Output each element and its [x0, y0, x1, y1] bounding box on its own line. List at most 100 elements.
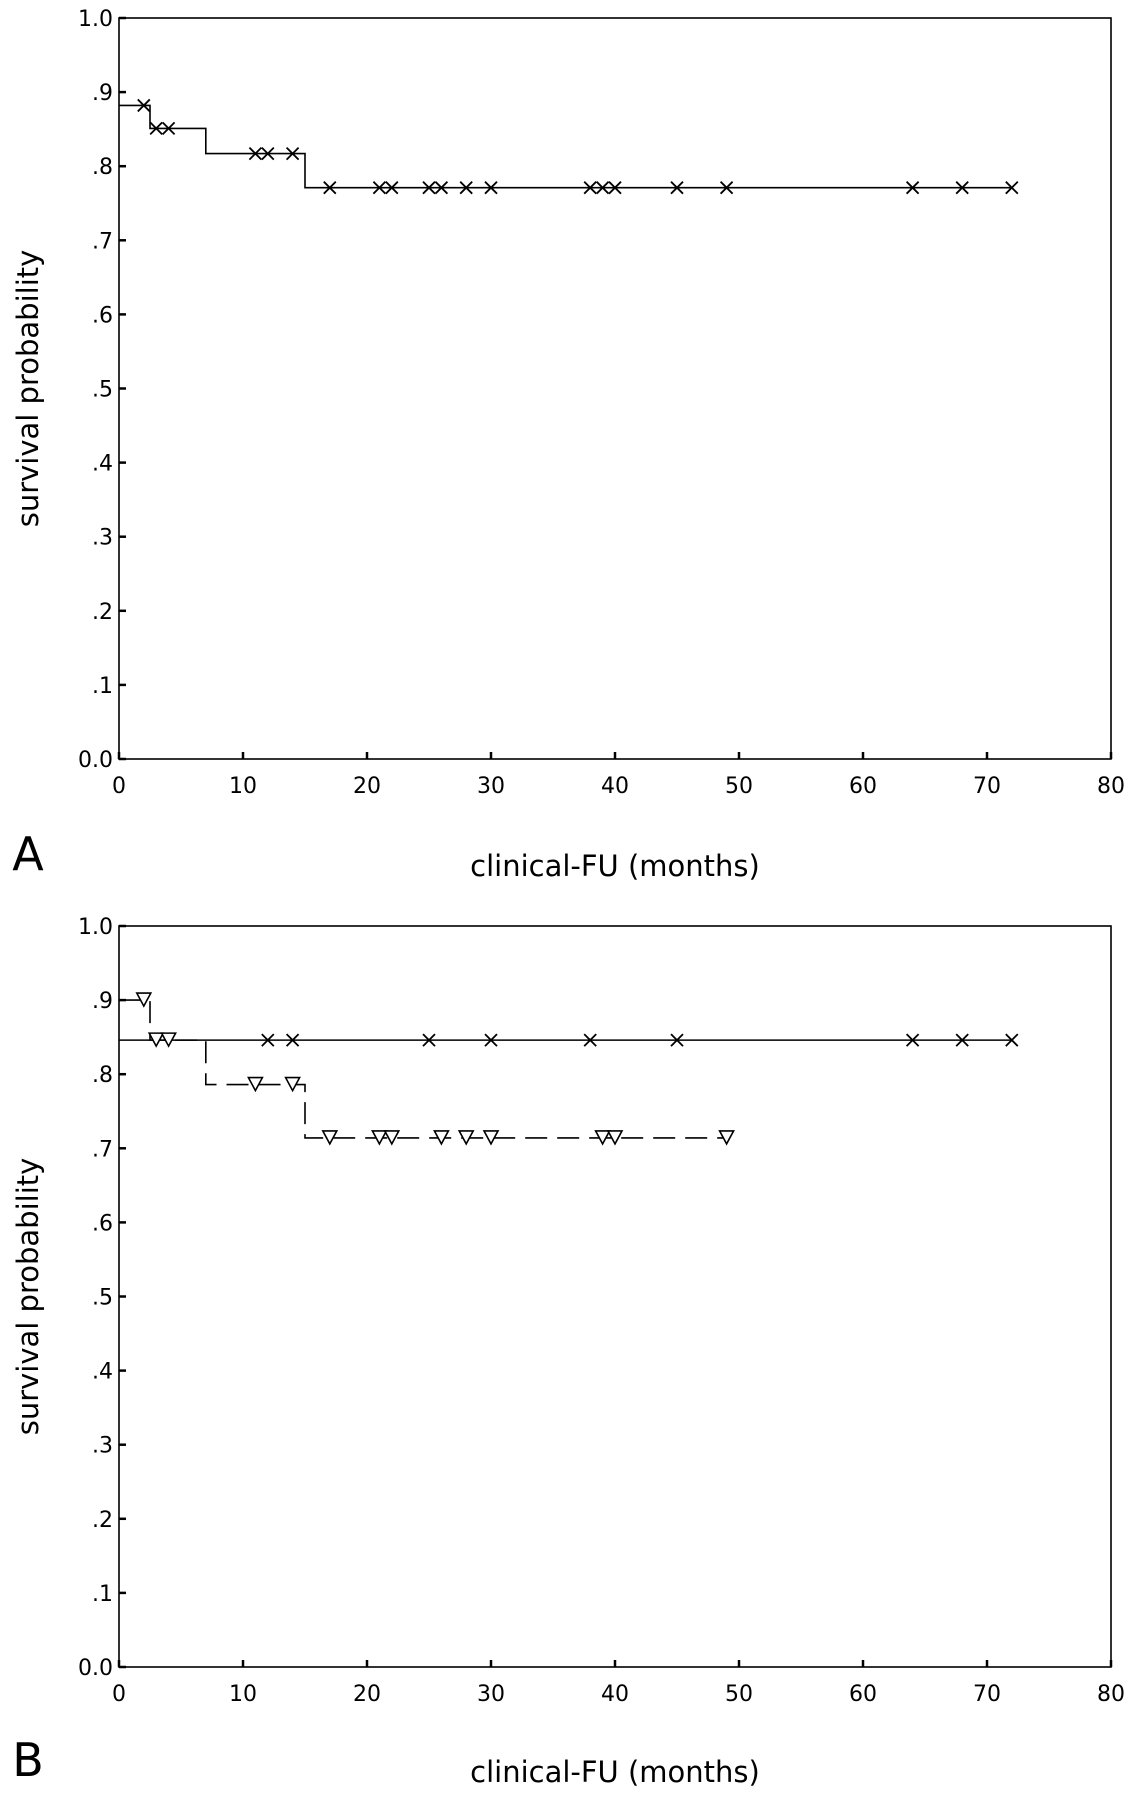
y-tick-label: .5 — [92, 1286, 113, 1311]
censor-marker-triangle — [160, 1032, 177, 1048]
x-axis-label: clinical-FU (months) — [470, 1755, 760, 1789]
x-tick-label: 40 — [601, 774, 629, 799]
chart-panel-a: 0 10 20 30 40 50 60 70 80 0.0 .1 .2 .3 .4 .5 .6 .7 .8 .9 1.… — [11, 7, 1125, 883]
y-axis-label: survival probability — [11, 250, 45, 528]
censor-marker-x — [434, 181, 449, 195]
censor-marker-x — [484, 181, 498, 195]
x-tick-label: 70 — [973, 1682, 1001, 1707]
censor-marker-triangle — [135, 992, 153, 1008]
censor-marker-x — [608, 181, 622, 195]
censor-marker-x — [905, 1033, 920, 1047]
x-tick-label: 50 — [725, 1682, 753, 1707]
plot-area-frame — [118, 17, 1112, 760]
x-tick-label: 0 — [112, 1682, 126, 1707]
censor-marker-x — [261, 1033, 275, 1047]
x-tick-label: 60 — [849, 774, 877, 799]
survival-curve-series-2 — [119, 992, 735, 1146]
y-tick-label: 0.0 — [78, 1656, 113, 1681]
y-tick-label: .4 — [92, 452, 113, 477]
y-axis-label: survival probability — [11, 1158, 45, 1436]
x-tick-label: 80 — [1097, 1682, 1125, 1707]
y-tick-label: .1 — [92, 1582, 113, 1607]
y-tick-label: 1.0 — [78, 7, 113, 32]
censor-marker-x — [285, 146, 300, 161]
censor-marker-x — [261, 146, 275, 161]
x-tick-label: 10 — [229, 1682, 257, 1707]
censor-marker-triangle — [433, 1130, 450, 1146]
censor-marker-x — [459, 181, 473, 195]
y-tick-label: .2 — [92, 1508, 113, 1533]
censor-marker-x — [1005, 181, 1019, 195]
x-tick-label: 20 — [353, 1682, 381, 1707]
y-tick-label: .3 — [92, 526, 113, 551]
censor-marker-triangle — [383, 1130, 401, 1146]
censor-marker-x — [905, 181, 920, 195]
censor-marker-x — [422, 1033, 436, 1047]
y-tick-label: .9 — [92, 989, 113, 1014]
censor-marker-triangle — [457, 1130, 475, 1146]
censor-marker-x — [137, 98, 151, 113]
y-tick-label: .6 — [92, 1211, 113, 1236]
chart-panel-b: 0 10 20 30 40 50 60 70 80 0.0 .1 .2 .3 .4 .5 .6 .7 .8 .9 1.… — [11, 915, 1125, 1789]
x-tick-label: 40 — [601, 1682, 629, 1707]
censor-marker-x — [595, 181, 610, 195]
survival-curve-series-1 — [119, 1033, 1019, 1047]
survival-step-line — [119, 999, 727, 1139]
y-tick-label: 0.0 — [78, 748, 113, 773]
censor-marker-x — [955, 1033, 969, 1047]
censor-marker-triangle — [247, 1076, 264, 1093]
y-tick-label: .5 — [92, 378, 113, 403]
censor-marker-x — [285, 1033, 300, 1047]
y-tick-label: .7 — [92, 1137, 113, 1162]
y-tick-label: .9 — [92, 81, 113, 106]
censor-marker-triangle — [321, 1130, 339, 1146]
y-tick-label: 1.0 — [78, 915, 113, 940]
censor-marker-x — [1005, 1033, 1019, 1047]
censor-marker-x — [422, 181, 436, 195]
x-tick-label: 0 — [112, 774, 126, 799]
censor-marker-x — [372, 181, 387, 195]
censor-marker-triangle — [482, 1130, 500, 1146]
y-tick-label: .7 — [92, 229, 113, 254]
x-tick-label: 80 — [1097, 774, 1125, 799]
panel-label: B — [12, 1733, 44, 1787]
survival-step-line — [119, 104, 1012, 189]
x-tick-label: 30 — [477, 1682, 505, 1707]
y-tick-label: .8 — [92, 1063, 113, 1088]
y-tick-label: .3 — [92, 1434, 113, 1459]
censor-marker-x — [149, 121, 163, 136]
plot-area-frame — [118, 925, 1112, 1668]
censor-marker-x — [323, 181, 337, 195]
censor-marker-triangle — [284, 1076, 301, 1093]
censor-marker-x — [670, 1033, 684, 1047]
panel-label: A — [12, 827, 44, 881]
x-tick-label: 70 — [973, 774, 1001, 799]
censor-marker-triangle — [606, 1130, 624, 1146]
x-tick-label: 30 — [477, 774, 505, 799]
censor-marker-x — [161, 121, 176, 136]
censor-marker-x — [670, 181, 684, 195]
y-tick-label: .2 — [92, 600, 113, 625]
censor-marker-x — [583, 181, 597, 195]
x-tick-label: 60 — [849, 1682, 877, 1707]
censor-marker-x — [719, 181, 734, 195]
censor-marker-triangle — [718, 1130, 735, 1146]
censor-marker-x — [385, 181, 399, 195]
censor-marker-triangle — [371, 1130, 388, 1146]
censor-marker-triangle — [147, 1032, 165, 1048]
y-tick-label: .6 — [92, 303, 113, 328]
censor-marker-x — [583, 1033, 597, 1047]
x-axis-label: clinical-FU (months) — [470, 849, 760, 883]
y-tick-label: .4 — [92, 1360, 113, 1385]
censor-marker-x — [955, 181, 969, 195]
censor-marker-triangle — [594, 1130, 611, 1146]
x-tick-label: 50 — [725, 774, 753, 799]
censor-marker-x — [484, 1033, 498, 1047]
censor-marker-x — [248, 146, 263, 161]
x-tick-label: 20 — [353, 774, 381, 799]
survival-curve-series-1 — [119, 98, 1019, 195]
y-tick-label: .8 — [92, 155, 113, 180]
y-tick-label: .1 — [92, 674, 113, 699]
x-tick-label: 10 — [229, 774, 257, 799]
